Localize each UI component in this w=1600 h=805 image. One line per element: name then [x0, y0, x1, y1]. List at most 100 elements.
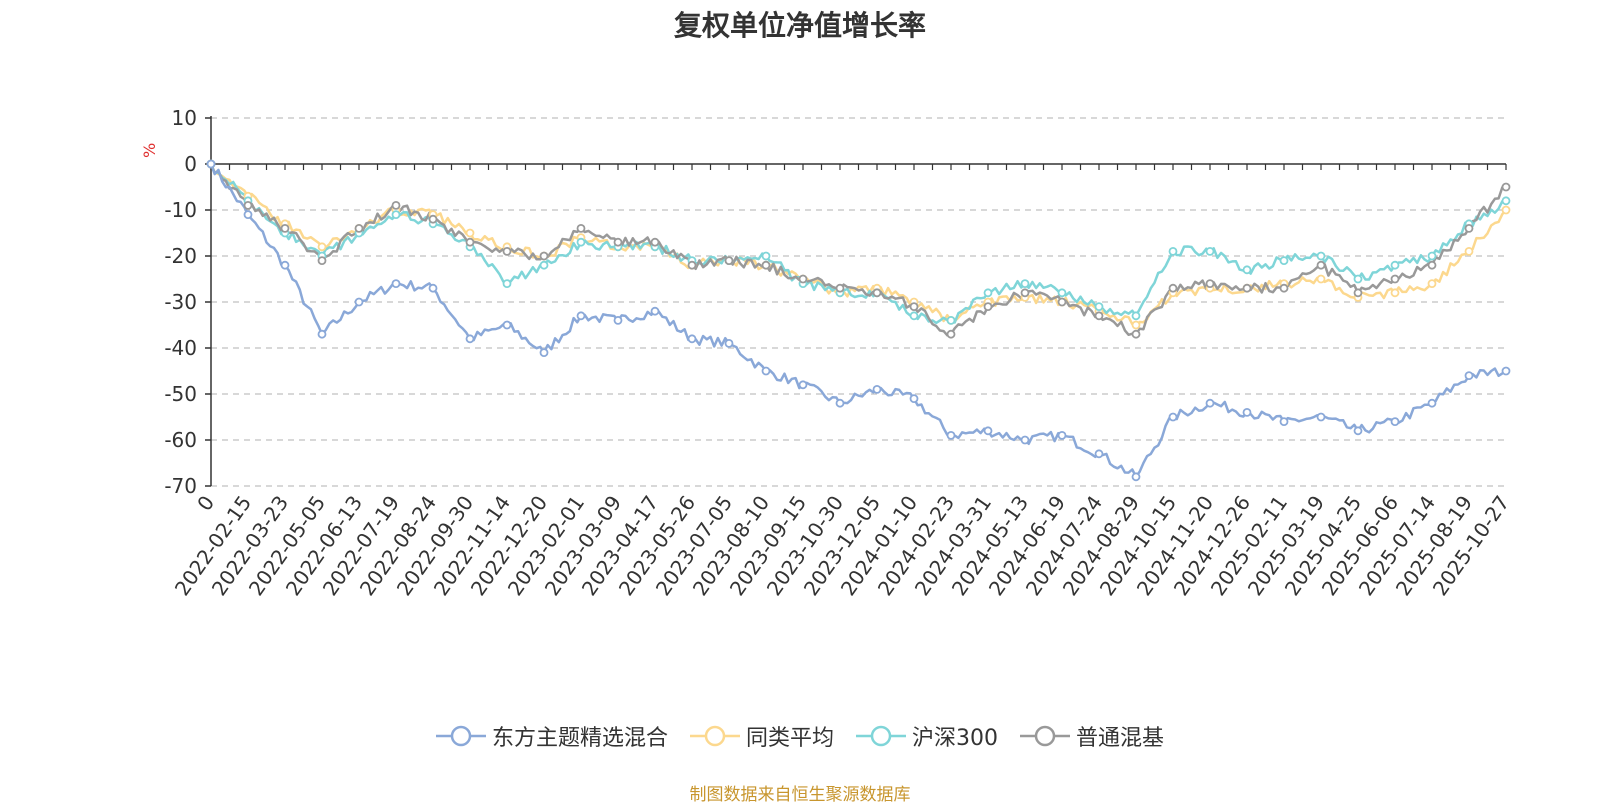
data-point [502, 246, 512, 256]
data-point [391, 200, 401, 210]
data-point [1131, 472, 1141, 482]
data-point [1427, 260, 1437, 270]
data-point [798, 380, 808, 390]
chart-title: 复权单位净值增长率 [673, 9, 926, 42]
legend-item[interactable]: 东方主题精选混合 [435, 720, 668, 752]
legend-item[interactable]: 同类平均 [689, 720, 834, 752]
data-point [909, 311, 919, 321]
data-point [317, 242, 327, 252]
data-point [1205, 279, 1215, 289]
data-point [391, 210, 401, 220]
data-point [1057, 297, 1067, 307]
data-point [280, 223, 290, 233]
data-point [724, 338, 734, 348]
data-point [983, 426, 993, 436]
data-point [1501, 205, 1511, 215]
legend-marker-icon [689, 725, 740, 747]
legend-label: 同类平均 [745, 726, 834, 751]
legend-item[interactable]: 普通混基 [1020, 720, 1164, 752]
data-point [1316, 251, 1326, 261]
data-point [1464, 246, 1474, 256]
data-point [983, 302, 993, 312]
y-tick-label: -70 [164, 474, 197, 498]
legend-marker-icon [1020, 725, 1070, 747]
data-point [1501, 182, 1511, 192]
data-point [1501, 366, 1511, 376]
data-point [909, 394, 919, 404]
series-line-3 [209, 163, 1507, 337]
data-point [983, 288, 993, 298]
data-point [539, 348, 549, 358]
data-point [206, 159, 216, 169]
data-point [1390, 274, 1400, 284]
data-point [798, 274, 808, 284]
series-line-1 [209, 163, 1507, 327]
data-point [317, 329, 327, 339]
data-point [354, 223, 364, 233]
data-point [354, 297, 364, 307]
legend-marker-icon [435, 725, 486, 747]
legend-marker-icon [856, 725, 906, 747]
y-tick-label: -20 [164, 244, 197, 268]
data-point [946, 329, 956, 339]
y-tick-label: 10 [172, 106, 197, 130]
data-point [1242, 407, 1252, 417]
data-point [1168, 283, 1178, 293]
data-point [650, 237, 660, 247]
data-point [1094, 311, 1104, 321]
data-point [280, 260, 290, 270]
data-point [1316, 274, 1326, 284]
data-point [613, 315, 623, 325]
data-point [539, 251, 549, 261]
data-point [1242, 283, 1252, 293]
data-point [1279, 256, 1289, 266]
data-point [1464, 223, 1474, 233]
y-tick-label: -10 [164, 198, 197, 222]
data-point [1353, 288, 1363, 298]
data-point [613, 237, 623, 247]
series-line-0 [209, 163, 1507, 479]
data-point [1279, 417, 1289, 427]
data-point [761, 251, 771, 261]
data-point [724, 256, 734, 266]
data-point [1279, 283, 1289, 293]
data-point [1020, 435, 1030, 445]
data-point [576, 311, 586, 321]
series-line-2 [209, 163, 1507, 325]
legend-item[interactable]: 沪深300 [856, 720, 998, 752]
data-point [687, 260, 697, 270]
data-point [539, 260, 549, 270]
y-tick-label: -50 [164, 382, 197, 406]
data-point [1427, 279, 1437, 289]
data-point [1427, 398, 1437, 408]
data-point [1131, 320, 1141, 330]
data-point [465, 334, 475, 344]
data-source-note: 制图数据来自恒生聚源数据库 [689, 785, 911, 805]
data-point [428, 283, 438, 293]
data-point [909, 302, 919, 312]
data-point [1427, 251, 1437, 261]
data-point [576, 237, 586, 247]
data-point [576, 223, 586, 233]
data-point [946, 430, 956, 440]
data-point [1205, 246, 1215, 256]
data-point [465, 228, 475, 238]
data-point [391, 279, 401, 289]
data-point [1390, 288, 1400, 298]
data-point [1131, 329, 1141, 339]
legend-label: 沪深300 [912, 726, 998, 751]
data-point [1168, 412, 1178, 422]
y-tick-label: -40 [164, 336, 197, 360]
data-point [1316, 412, 1326, 422]
data-point [687, 334, 697, 344]
data-point [1057, 430, 1067, 440]
data-point [835, 283, 845, 293]
y-tick-label: -30 [164, 290, 197, 314]
data-point [1501, 196, 1511, 206]
x-tick-label: 0 [192, 491, 219, 515]
data-point [502, 320, 512, 330]
legend-label: 东方主题精选混合 [491, 726, 668, 751]
data-point [465, 237, 475, 247]
data-point [1094, 302, 1104, 312]
